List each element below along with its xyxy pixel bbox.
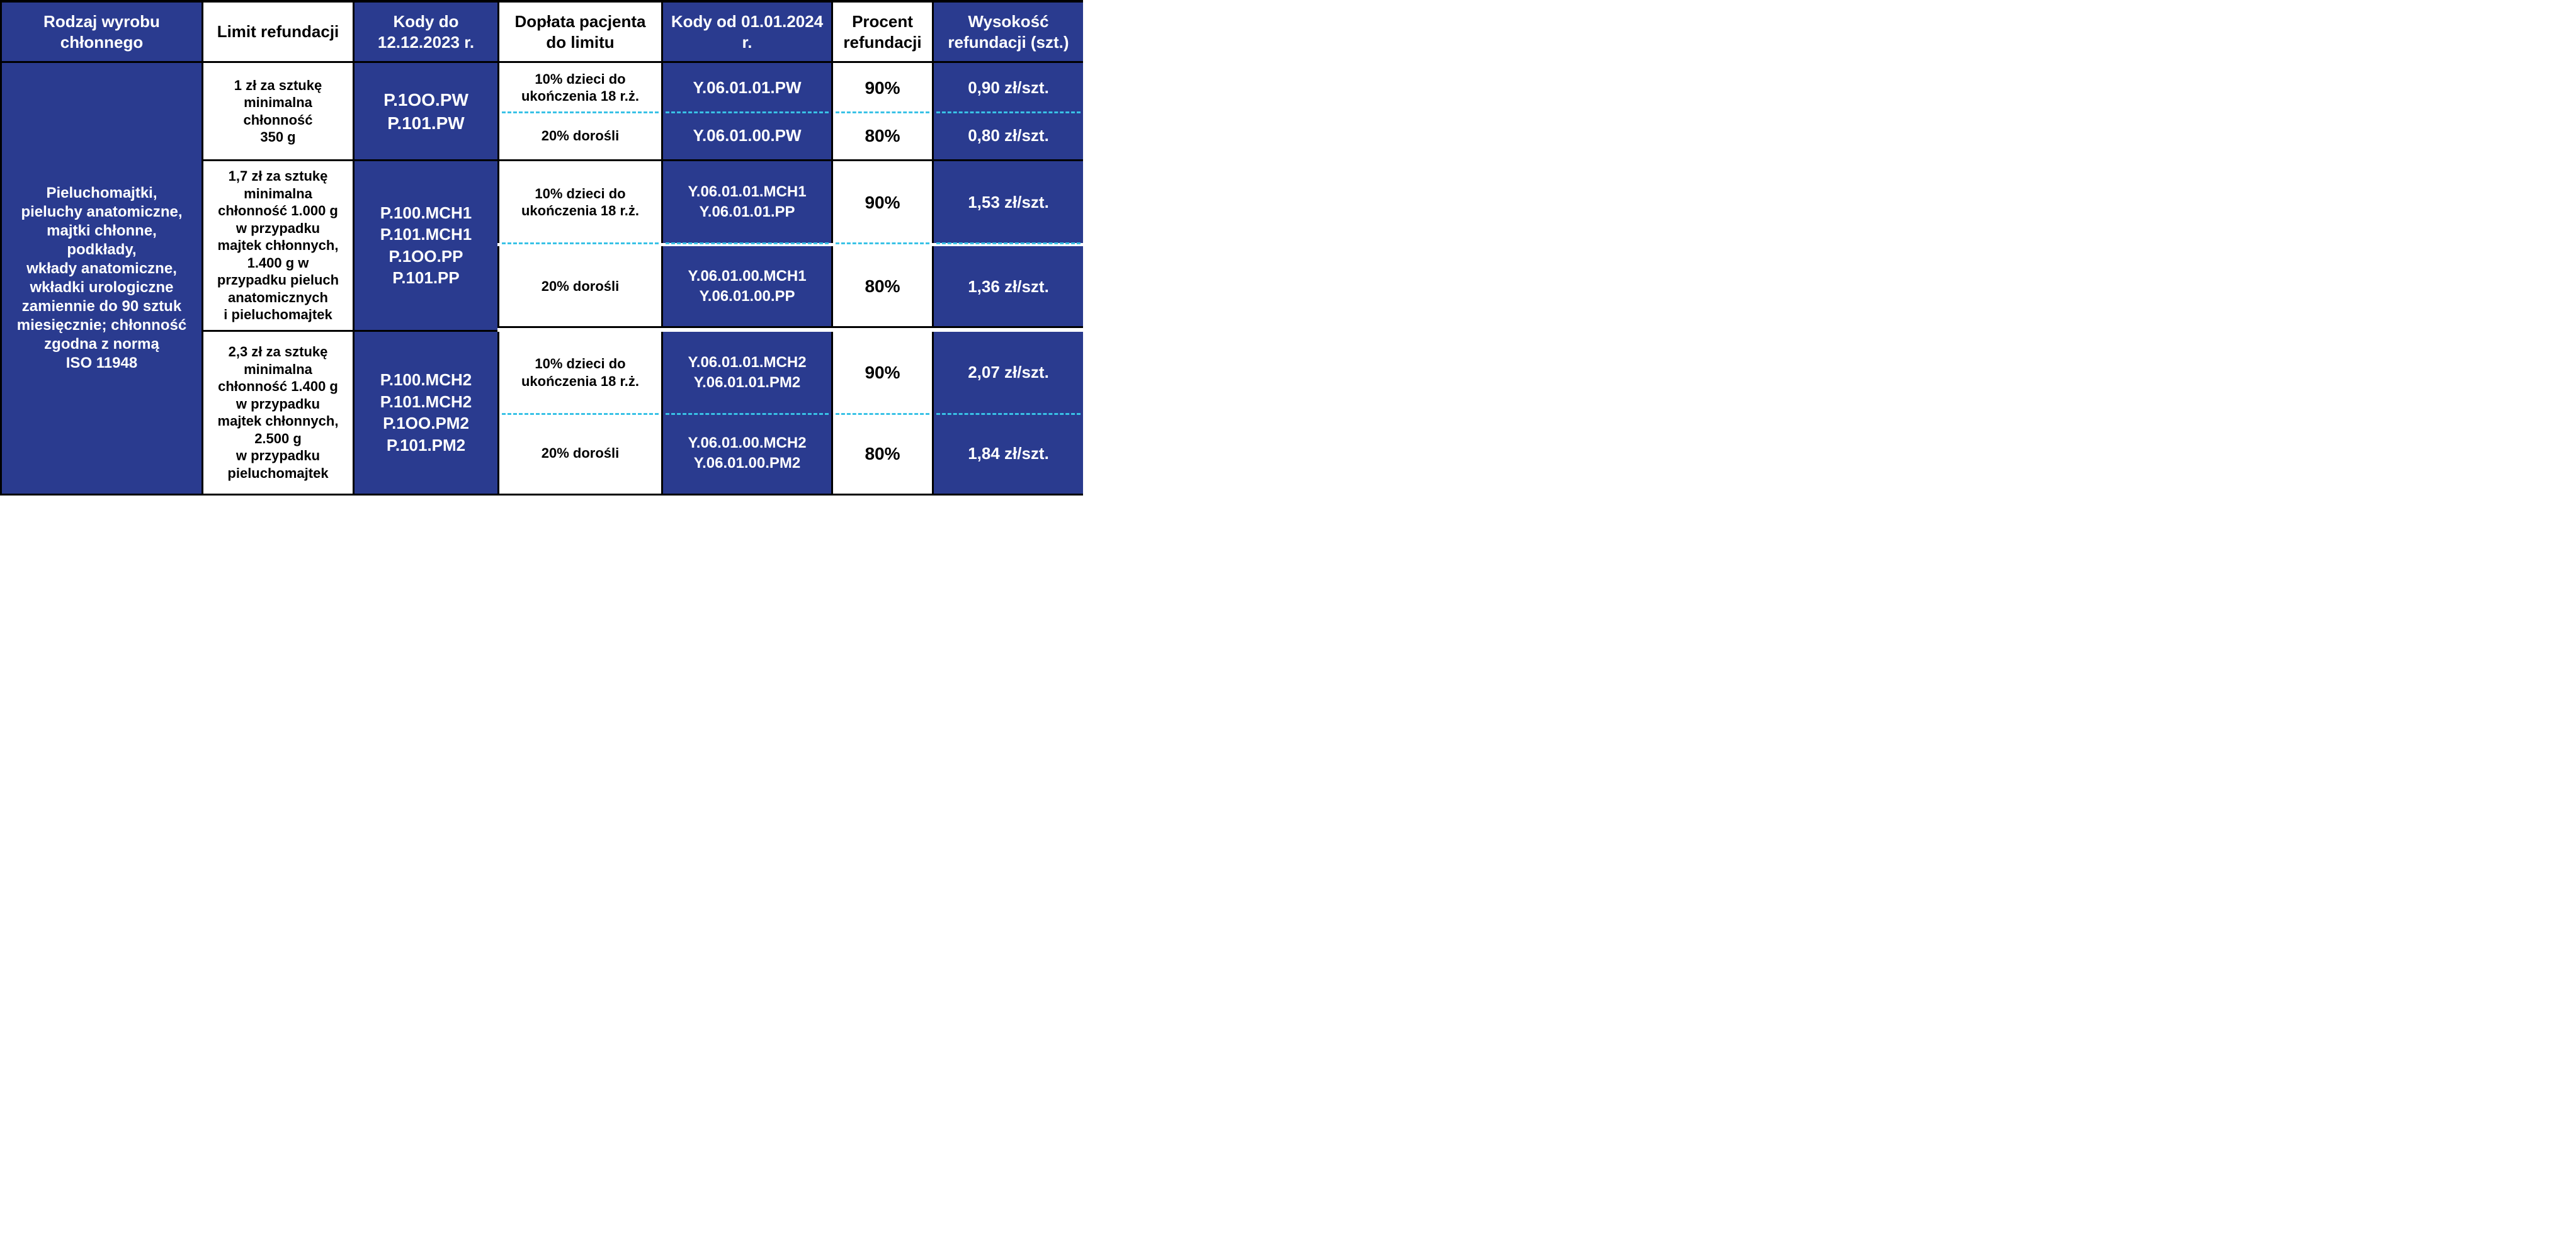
code-new: Y.06.01.00.MCH2 [688,434,806,453]
code-new: Y.06.01.01.MCH1 [688,183,806,201]
code-old: P.101.PP [392,268,460,288]
codes-new-2-1: Y.06.01.00.MCH2 Y.06.01.00.PM2 [661,414,831,496]
percent-2-0: 90% [831,332,932,414]
col-header-3: Dopłata pacjenta do limitu [497,3,661,63]
percent-2-1: 80% [831,414,932,496]
codes-new-0-0: Y.06.01.01.PW [661,63,831,112]
code-new: Y.06.01.01.PW [693,77,802,98]
code-new: Y.06.01.01.PM2 [694,373,800,392]
code-old: P.101.MCH1 [380,224,472,245]
codes-new-2-0: Y.06.01.01.MCH2 Y.06.01.01.PM2 [661,332,831,414]
code-old: P.101.PM2 [387,435,465,456]
doplata-2-1: 20% dorośli [497,414,661,496]
col-header-4: Kody od 01.01.2024 r. [661,3,831,63]
codes-old-1: P.100.MCH1 P.101.MCH1 P.1OO.PP P.101.PP [353,161,497,332]
col-header-0: Rodzaj wyrobu chłonnego [0,3,201,63]
percent-1-0: 90% [831,161,932,243]
codes-new-1-1: Y.06.01.00.MCH1 Y.06.01.00.PP [661,246,831,328]
code-old: P.1OO.PW [383,89,468,111]
code-old: P.100.MCH2 [380,370,472,390]
code-new: Y.06.01.00.MCH1 [688,267,806,286]
percent-0-1: 80% [831,112,932,161]
amount-2-1: 1,84 zł/szt. [932,414,1083,496]
percent-0-0: 90% [831,63,932,112]
limit-1: 1,7 zł za sztukę minimalna chłonność 1.0… [201,161,353,332]
doplata-1-1: 20% dorośli [497,246,661,328]
refund-table: Rodzaj wyrobu chłonnego Limit refundacji… [0,0,1083,496]
code-new: Y.06.01.01.MCH2 [688,353,806,372]
col-header-2: Kody do 12.12.2023 r. [353,3,497,63]
amount-2-0: 2,07 zł/szt. [932,332,1083,414]
doplata-1-0: 10% dzieci do ukończenia 18 r.ż. [497,161,661,243]
doplata-0-1: 20% dorośli [497,112,661,161]
doplata-2-0: 10% dzieci do ukończenia 18 r.ż. [497,332,661,414]
code-old: P.100.MCH1 [380,203,472,224]
amount-0-1: 0,80 zł/szt. [932,112,1083,161]
code-new: Y.06.01.00.PM2 [694,454,800,473]
limit-2: 2,3 zł za sztukę minimalna chłonność 1.4… [201,332,353,496]
doplata-0-0: 10% dzieci do ukończenia 18 r.ż. [497,63,661,112]
codes-new-0-1: Y.06.01.00.PW [661,112,831,161]
code-old: P.1OO.PP [389,246,463,267]
amount-1-1: 1,36 zł/szt. [932,246,1083,328]
codes-new-1-0: Y.06.01.01.MCH1 Y.06.01.01.PP [661,161,831,243]
code-new: Y.06.01.00.PW [693,125,802,146]
code-old: P.101.PW [387,112,464,134]
limit-0: 1 zł za sztukę minimalna chłonność 350 g [201,63,353,161]
codes-old-0: P.1OO.PW P.101.PW [353,63,497,161]
code-old: P.101.MCH2 [380,392,472,412]
code-new: Y.06.01.01.PP [699,203,795,222]
percent-1-1: 80% [831,246,932,328]
code-new: Y.06.01.00.PP [699,287,795,306]
code-old: P.1OO.PM2 [383,413,469,434]
col-header-1: Limit refundacji [201,3,353,63]
codes-old-2: P.100.MCH2 P.101.MCH2 P.1OO.PM2 P.101.PM… [353,332,497,496]
row-header: Pieluchomajtki, pieluchy anatomiczne, ma… [0,63,201,496]
col-header-5: Procent refundacji [831,3,932,63]
col-header-6: Wysokość refundacji (szt.) [932,3,1083,63]
amount-1-0: 1,53 zł/szt. [932,161,1083,243]
amount-0-0: 0,90 zł/szt. [932,63,1083,112]
